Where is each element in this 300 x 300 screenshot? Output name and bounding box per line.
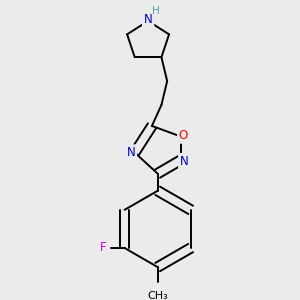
Text: N: N	[127, 146, 135, 159]
Text: F: F	[100, 242, 107, 254]
Text: N: N	[144, 13, 152, 26]
Text: O: O	[179, 129, 188, 142]
Text: H: H	[152, 6, 160, 16]
Text: N: N	[180, 155, 189, 168]
Text: CH₃: CH₃	[147, 291, 168, 300]
